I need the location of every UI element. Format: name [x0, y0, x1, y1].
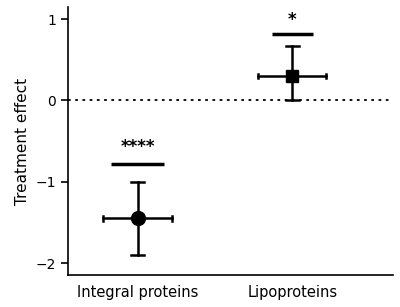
Y-axis label: Treatment effect: Treatment effect — [15, 78, 30, 205]
Text: ****: **** — [120, 138, 155, 156]
Text: *: * — [288, 11, 297, 29]
